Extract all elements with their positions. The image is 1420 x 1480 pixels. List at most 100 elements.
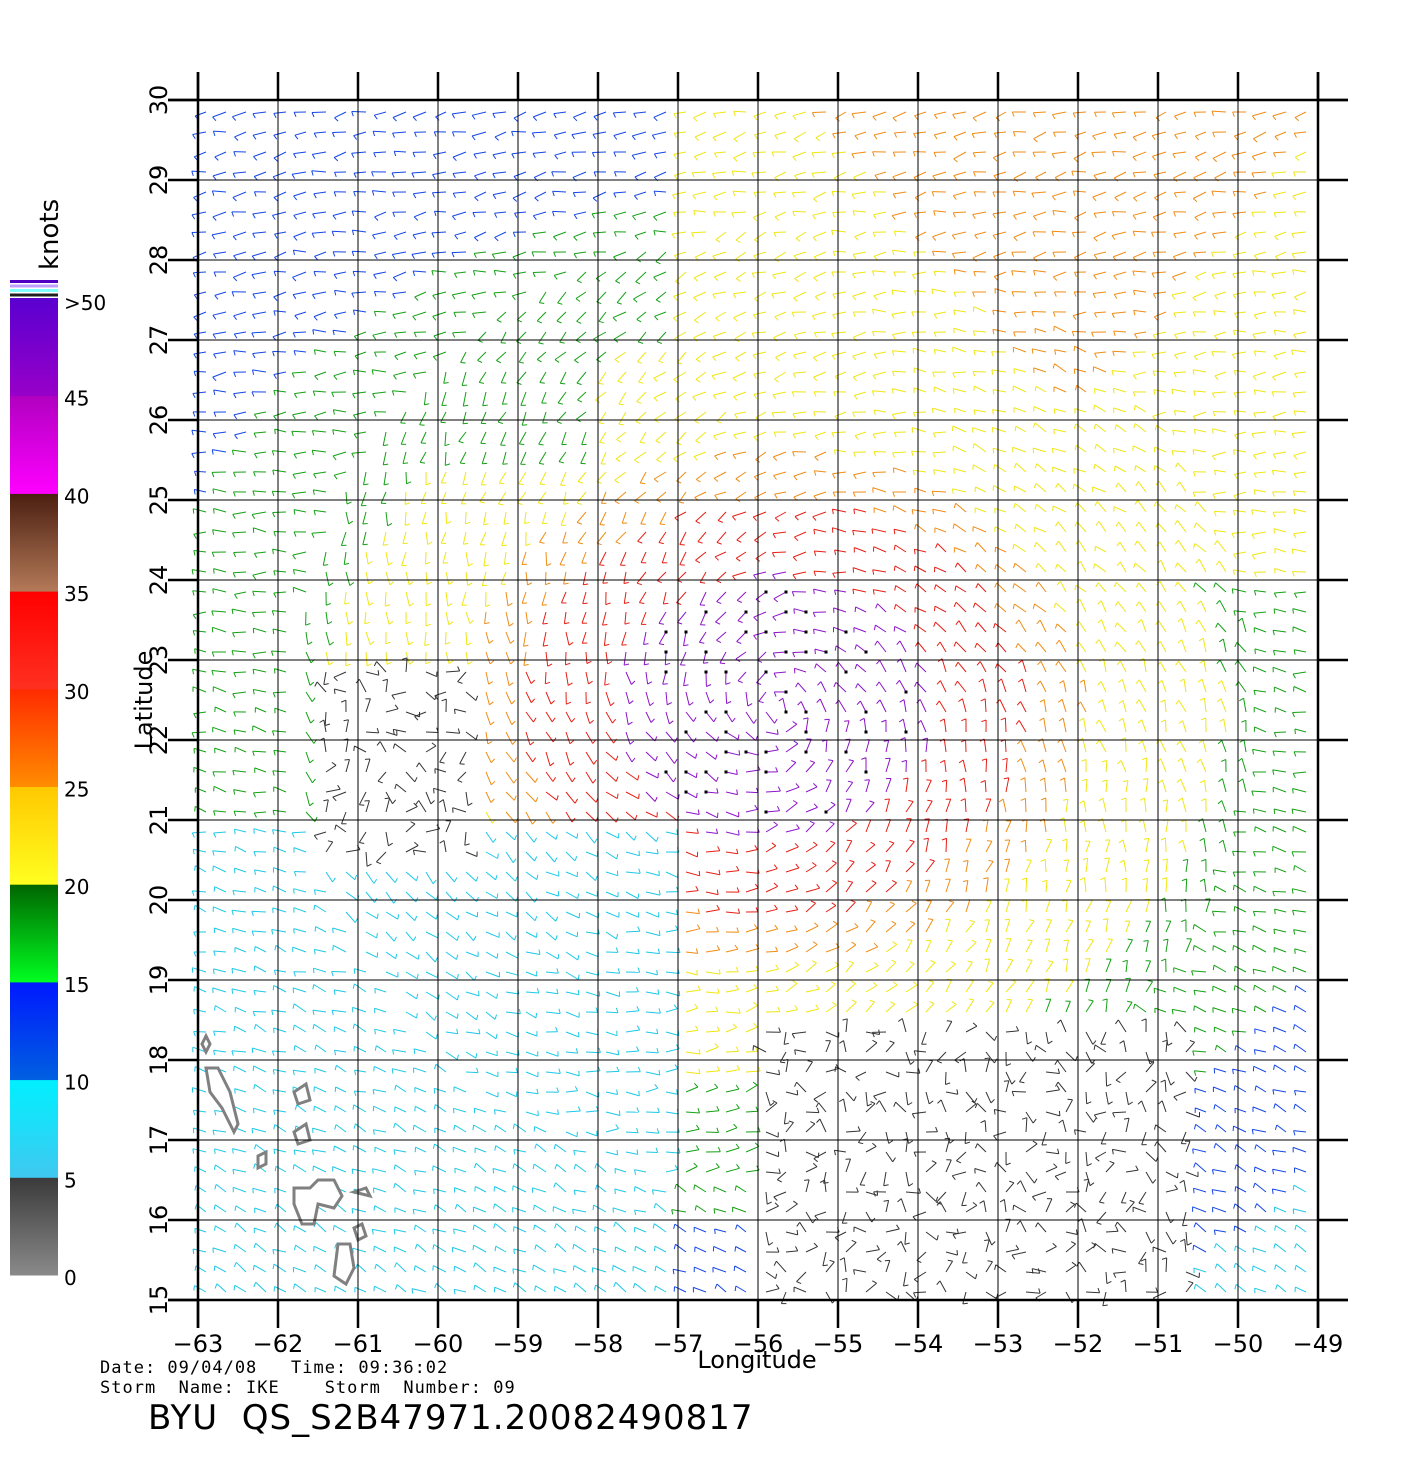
wind-barb bbox=[432, 879, 437, 885]
wind-vector bbox=[234, 591, 247, 595]
wind-vector bbox=[834, 589, 847, 593]
wind-vector bbox=[254, 767, 267, 773]
wind-vector bbox=[805, 1061, 813, 1073]
wind-vector bbox=[525, 1031, 538, 1037]
wind-vector bbox=[685, 1149, 699, 1153]
wind-vector bbox=[1195, 1162, 1207, 1173]
wind-vector bbox=[1274, 1064, 1287, 1073]
wind-barb bbox=[1027, 998, 1033, 1001]
wind-barb bbox=[233, 552, 237, 558]
wind-barb bbox=[487, 740, 493, 745]
wind-vector bbox=[985, 1231, 993, 1246]
wind-barb bbox=[194, 471, 197, 477]
wind-vector bbox=[605, 731, 615, 744]
wind-barb bbox=[604, 643, 610, 647]
wind-vector bbox=[273, 1109, 287, 1113]
wind-barb bbox=[333, 989, 336, 995]
wind-vector bbox=[834, 1149, 847, 1153]
wind-barb bbox=[1133, 423, 1136, 429]
wind-barb bbox=[627, 721, 633, 726]
wind-barb bbox=[1232, 884, 1235, 891]
wind-vector bbox=[1273, 528, 1287, 533]
wind-vector bbox=[1214, 469, 1227, 473]
wind-barb bbox=[900, 737, 906, 741]
wind-vector bbox=[1235, 1262, 1247, 1273]
wind-barb bbox=[632, 1283, 636, 1289]
wind-barb bbox=[271, 450, 275, 456]
wind-vector bbox=[505, 971, 519, 976]
wind-vector bbox=[1216, 540, 1227, 553]
wind-vector bbox=[1159, 661, 1167, 673]
wind-vector bbox=[525, 851, 535, 862]
wind-vector bbox=[1213, 869, 1227, 873]
wind-vector bbox=[1182, 720, 1187, 733]
wind-vector bbox=[585, 871, 596, 881]
wind-barb bbox=[334, 1243, 337, 1249]
wind-barb bbox=[569, 740, 575, 745]
wind-barb bbox=[192, 669, 194, 675]
wind-vector bbox=[1192, 1050, 1207, 1053]
wind-barb bbox=[613, 1282, 617, 1288]
wind-barb bbox=[856, 700, 861, 706]
wind-vector bbox=[294, 1283, 307, 1293]
wind-vector bbox=[665, 871, 678, 878]
wind-barb bbox=[252, 591, 255, 597]
wind-vector bbox=[345, 631, 348, 646]
wind-vector bbox=[514, 1123, 527, 1133]
wind-barb bbox=[1062, 838, 1068, 842]
wind-vector bbox=[1025, 980, 1035, 993]
wind-barb bbox=[1032, 1140, 1038, 1145]
wind-vector bbox=[732, 1206, 747, 1213]
wind-barb bbox=[1176, 740, 1181, 746]
wind-barb bbox=[1200, 717, 1206, 721]
wind-barb bbox=[1175, 462, 1179, 468]
wind-barb bbox=[1162, 1039, 1168, 1043]
wind-vector bbox=[539, 471, 547, 485]
colorbar-tick-label: 35 bbox=[64, 582, 89, 606]
wind-barb bbox=[395, 1284, 398, 1290]
wind-vector bbox=[1138, 679, 1147, 693]
wind-barb bbox=[294, 1245, 296, 1251]
wind-barb bbox=[352, 1023, 355, 1029]
wind-barb bbox=[272, 1263, 275, 1270]
wind-barb bbox=[1213, 931, 1217, 937]
wind-barb bbox=[442, 562, 449, 564]
wind-vector bbox=[1175, 504, 1187, 513]
wind-barb bbox=[967, 960, 973, 963]
wind-barb bbox=[1197, 678, 1203, 683]
wind-barb bbox=[1016, 758, 1022, 763]
wind-barb bbox=[679, 544, 685, 546]
wind-barb bbox=[964, 1141, 971, 1145]
wind-barb bbox=[1231, 588, 1234, 594]
wind-vector bbox=[214, 706, 227, 713]
wind-barb bbox=[988, 859, 994, 862]
wind-vector bbox=[685, 951, 698, 954]
wind-barb bbox=[1102, 918, 1109, 921]
wind-barb bbox=[953, 641, 957, 647]
wind-vector bbox=[525, 951, 541, 955]
wind-vector bbox=[492, 1168, 507, 1173]
wind-vector bbox=[565, 971, 579, 980]
wind-vector bbox=[872, 431, 887, 435]
wind-barb bbox=[1211, 911, 1215, 917]
wind-barb bbox=[1057, 698, 1063, 703]
colorbar-cap-stripe bbox=[10, 280, 58, 283]
wind-barb bbox=[928, 918, 934, 920]
wind-vector bbox=[1212, 1189, 1227, 1193]
wind-barb bbox=[733, 434, 738, 440]
wind-vector bbox=[843, 1257, 847, 1273]
wind-vector bbox=[554, 1285, 567, 1293]
wind-vector bbox=[234, 1243, 247, 1253]
wind-barb bbox=[676, 909, 678, 915]
wind-barb bbox=[467, 802, 473, 807]
wind-vector bbox=[585, 771, 594, 784]
wind-vector bbox=[625, 891, 639, 899]
wind-vector bbox=[465, 911, 478, 918]
wind-vector bbox=[1017, 643, 1027, 653]
wind-barb bbox=[913, 624, 916, 630]
wind-barb bbox=[634, 459, 639, 464]
wind-vector bbox=[1276, 1124, 1287, 1133]
wind-vector bbox=[705, 711, 715, 723]
wind-vector bbox=[193, 611, 207, 616]
wind-vector bbox=[1233, 551, 1247, 555]
